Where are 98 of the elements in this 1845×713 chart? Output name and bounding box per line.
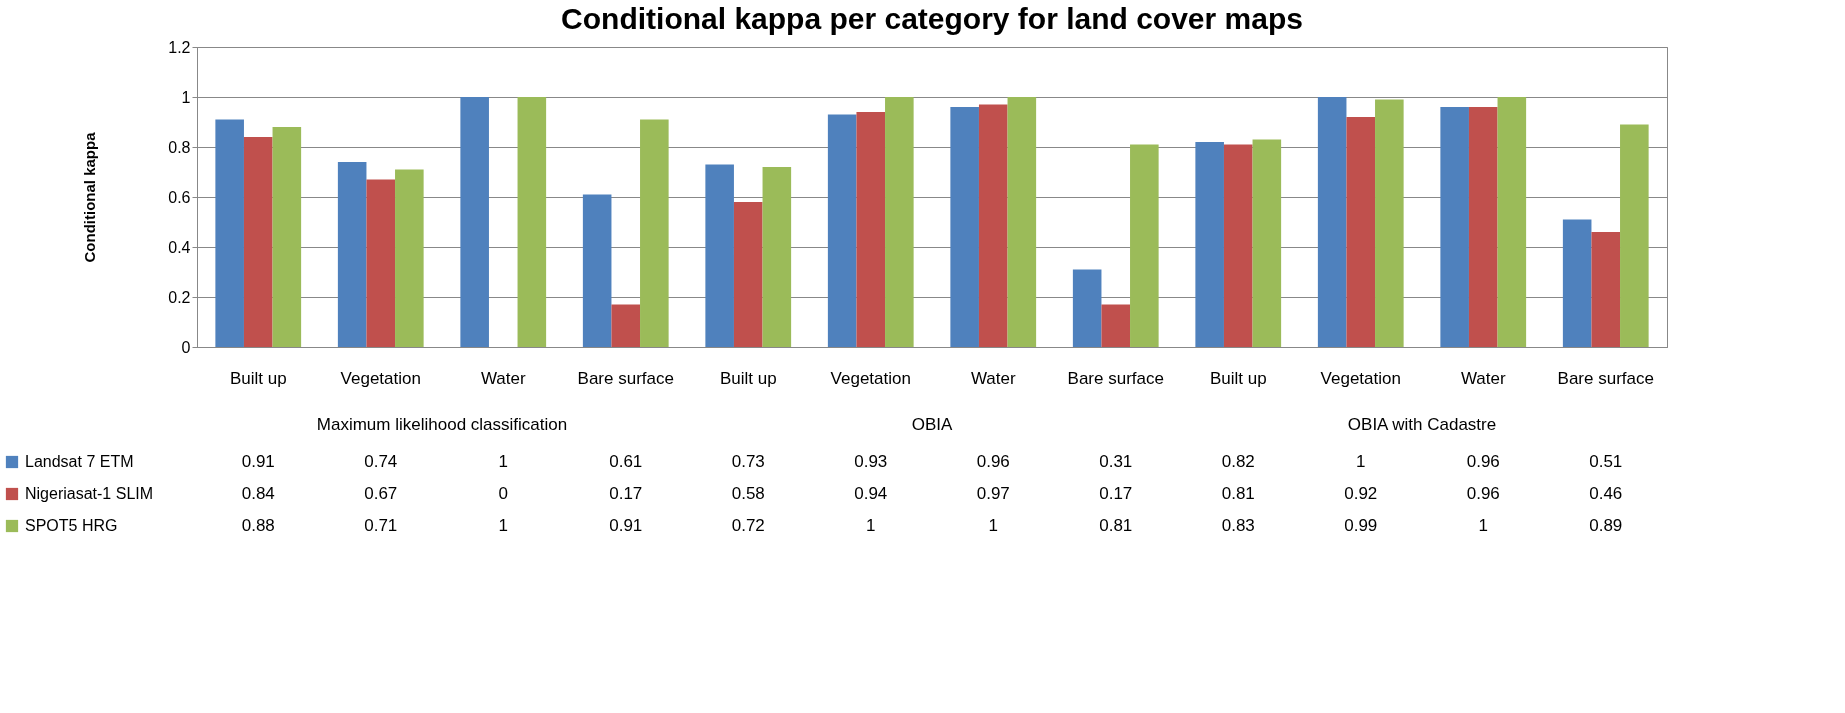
data-label: 0.58 [731, 484, 765, 503]
bar [1562, 219, 1592, 347]
data-label: 0.17 [1099, 484, 1133, 503]
y-axis-title: Conditional kappa [81, 131, 99, 263]
y-tick-label: 0.8 [168, 138, 191, 156]
data-label: 0.96 [976, 452, 1010, 471]
x-tick-label: Water [970, 369, 1016, 388]
y-tick-label: 0.4 [168, 238, 191, 256]
x-tick-label: Built up [1209, 369, 1267, 388]
bar [582, 194, 612, 347]
legend-label: Nigeriasat-1 SLIM [25, 485, 154, 502]
bar [1346, 117, 1376, 347]
data-label: 0.89 [1589, 516, 1623, 535]
data-label: 0.99 [1344, 516, 1378, 535]
bar [1468, 107, 1498, 347]
data-label: 0.83 [1221, 516, 1255, 535]
data-label: 0.17 [609, 484, 643, 503]
bar [1317, 97, 1347, 347]
bar [1252, 139, 1282, 347]
data-label: 0.94 [854, 484, 888, 503]
bar [733, 202, 763, 347]
bar [1591, 232, 1621, 347]
data-label: 0.82 [1221, 452, 1255, 471]
y-tick-label: 0.6 [168, 188, 191, 206]
data-label: 1 [498, 452, 508, 471]
x-tick-label: Vegetation [340, 369, 421, 388]
data-label: 0.31 [1099, 452, 1133, 471]
bar [395, 169, 424, 347]
data-label: 0.91 [241, 452, 275, 471]
bar [272, 127, 302, 347]
data-label: 0.92 [1344, 484, 1378, 503]
data-label: 1 [1356, 452, 1366, 471]
x-tick-label: Bare surface [577, 369, 674, 388]
x-tick-label: Vegetation [830, 369, 911, 388]
bar [337, 162, 367, 347]
bar [1497, 97, 1527, 347]
data-label: 0.91 [609, 516, 643, 535]
bar [762, 167, 792, 347]
legend-label: Landsat 7 ETM [25, 453, 134, 470]
bar [366, 179, 396, 347]
bar [640, 119, 669, 347]
data-label: 1 [498, 516, 508, 535]
bar [1375, 99, 1404, 347]
y-tick-label: 0.2 [168, 288, 191, 306]
bar [1223, 144, 1253, 347]
bar [243, 137, 273, 347]
x-tick-label: Water [1460, 369, 1506, 388]
data-label: 0.71 [364, 516, 398, 535]
text: OBIA with Cadastre [1347, 415, 1497, 434]
bar [856, 112, 886, 347]
data-label: 0.51 [1589, 452, 1623, 471]
chart-title: Conditional kappa per category for land cover maps [561, 2, 1303, 35]
bar [1195, 142, 1224, 347]
bar [705, 164, 734, 347]
x-tick-label: Bare surface [1557, 369, 1654, 388]
x-tick-label: Bare surface [1067, 369, 1164, 388]
text: OBIA [911, 415, 953, 434]
data-label: 0.96 [1466, 484, 1500, 503]
bar [1007, 97, 1037, 347]
data-label: 0.61 [609, 452, 643, 471]
bar [1072, 269, 1102, 347]
data-label: 0.84 [241, 484, 275, 503]
data-label: 1 [866, 516, 876, 535]
data-label: 0.97 [976, 484, 1010, 503]
bar [1130, 144, 1159, 347]
data-label: 0 [498, 484, 508, 503]
data-label: 0.72 [731, 516, 765, 535]
bar [460, 97, 489, 347]
bar [1620, 124, 1649, 347]
data-label: 0.93 [854, 452, 888, 471]
bar [885, 97, 914, 347]
x-tick-label: Water [480, 369, 526, 388]
data-label: 1 [1478, 516, 1488, 535]
y-tick-label: 0 [181, 338, 191, 356]
legend-label: SPOT5 HRG [25, 517, 118, 534]
data-label: 0.96 [1466, 452, 1500, 471]
bar [978, 104, 1008, 347]
data-label: 0.73 [731, 452, 765, 471]
data-label: 0.67 [364, 484, 398, 503]
data-label: 0.74 [364, 452, 398, 471]
data-label: 0.46 [1589, 484, 1623, 503]
x-tick-label: Built up [719, 369, 777, 388]
bar [215, 119, 244, 347]
y-tick-label: 1.2 [168, 38, 191, 56]
data-label: 0.81 [1099, 516, 1133, 535]
y-tick-label: 1 [181, 88, 191, 106]
data-label: 0.88 [241, 516, 275, 535]
data-label: 0.81 [1221, 484, 1255, 503]
bar [1101, 304, 1131, 347]
x-tick-label: Vegetation [1320, 369, 1401, 388]
text: Maximum likelihood classification [316, 415, 568, 434]
bar [1440, 107, 1469, 347]
x-tick-label: Built up [229, 369, 287, 388]
bar [611, 304, 641, 347]
bar [517, 97, 547, 347]
data-label: 1 [988, 516, 998, 535]
bar [827, 114, 857, 347]
bar [950, 107, 979, 347]
